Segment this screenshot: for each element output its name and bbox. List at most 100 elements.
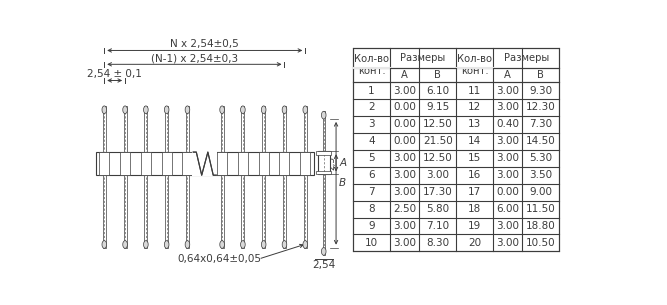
Bar [353, 48, 560, 251]
Ellipse shape [185, 106, 190, 113]
Text: 3: 3 [368, 119, 375, 129]
Bar [186, 106, 189, 152]
Text: 9.15: 9.15 [426, 102, 450, 113]
Text: 3.00: 3.00 [393, 85, 416, 95]
Text: 3.00: 3.00 [496, 170, 520, 180]
Bar [259, 152, 269, 175]
Text: 14: 14 [468, 136, 482, 146]
Text: 7.30: 7.30 [530, 119, 552, 129]
Bar [283, 175, 286, 248]
Text: A: A [401, 70, 408, 80]
Text: B: B [339, 178, 346, 188]
Text: 7: 7 [368, 187, 375, 197]
Text: 3.00: 3.00 [393, 153, 416, 163]
Bar [279, 152, 289, 175]
Bar [96, 152, 313, 175]
Ellipse shape [164, 106, 169, 113]
Ellipse shape [282, 106, 287, 113]
Text: 6: 6 [368, 170, 375, 180]
Text: 2,54: 2,54 [312, 260, 336, 270]
Text: 8.30: 8.30 [426, 238, 450, 248]
Text: 3.00: 3.00 [393, 221, 416, 231]
Ellipse shape [164, 241, 169, 248]
Text: Размеры: Размеры [504, 53, 549, 63]
Text: 2,54 ± 0,1: 2,54 ± 0,1 [87, 69, 142, 79]
Text: Кол-во
конт.: Кол-во конт. [354, 54, 389, 76]
Bar [262, 175, 265, 248]
Bar [221, 106, 223, 152]
Text: 1: 1 [368, 85, 375, 95]
Bar [303, 175, 307, 248]
Text: 9: 9 [368, 221, 375, 231]
Ellipse shape [220, 106, 224, 113]
Ellipse shape [261, 106, 266, 113]
Text: 7.10: 7.10 [426, 221, 450, 231]
Text: 17.30: 17.30 [423, 187, 453, 197]
Bar [186, 175, 189, 248]
Text: 3.00: 3.00 [496, 153, 520, 163]
Bar [99, 152, 109, 175]
Ellipse shape [321, 248, 326, 255]
Ellipse shape [123, 106, 127, 113]
Text: 12.50: 12.50 [423, 153, 453, 163]
Bar [303, 106, 307, 152]
Bar [323, 111, 325, 255]
Text: 10: 10 [365, 238, 378, 248]
Text: 14.50: 14.50 [526, 136, 556, 146]
Text: Размеры: Размеры [400, 53, 446, 63]
Text: 2: 2 [368, 102, 375, 113]
Bar [283, 106, 286, 152]
Text: 11: 11 [468, 85, 482, 95]
Text: 19: 19 [468, 221, 482, 231]
Text: 9.00: 9.00 [530, 187, 552, 197]
Ellipse shape [102, 106, 107, 113]
Ellipse shape [303, 241, 307, 248]
Bar [316, 151, 331, 155]
Text: 0,64x0,64±0,05: 0,64x0,64±0,05 [178, 254, 261, 264]
Bar [144, 106, 147, 152]
Text: N x 2,54±0,5: N x 2,54±0,5 [170, 39, 239, 49]
Ellipse shape [241, 106, 245, 113]
Text: 3.00: 3.00 [393, 238, 416, 248]
Bar [165, 106, 168, 152]
Ellipse shape [185, 241, 190, 248]
Text: 10.50: 10.50 [526, 238, 556, 248]
Text: 20: 20 [468, 238, 481, 248]
Text: 0.00: 0.00 [393, 119, 416, 129]
Text: 6.10: 6.10 [426, 85, 450, 95]
Bar [103, 175, 106, 248]
Text: 2,5: 2,5 [327, 156, 336, 170]
Text: 17: 17 [468, 187, 482, 197]
Text: 3.00: 3.00 [496, 136, 520, 146]
Ellipse shape [261, 241, 266, 248]
Bar [165, 175, 168, 248]
Text: 15: 15 [468, 153, 482, 163]
Text: 12: 12 [468, 102, 482, 113]
Bar [217, 152, 227, 175]
Text: 3.50: 3.50 [530, 170, 552, 180]
Bar [262, 106, 265, 152]
Bar [120, 152, 130, 175]
Text: 8: 8 [368, 204, 375, 214]
Ellipse shape [143, 241, 148, 248]
Bar [183, 152, 193, 175]
Text: 3.00: 3.00 [426, 170, 449, 180]
Bar [144, 175, 147, 248]
Text: 13: 13 [468, 119, 482, 129]
Text: 21.50: 21.50 [423, 136, 453, 146]
Text: A: A [504, 70, 511, 80]
Text: 3.00: 3.00 [393, 187, 416, 197]
Text: Кол-во
конт.: Кол-во конт. [457, 54, 492, 76]
Bar [316, 170, 331, 174]
Text: B: B [434, 70, 441, 80]
Text: 0.00: 0.00 [496, 187, 519, 197]
Bar [161, 152, 171, 175]
Text: 18: 18 [468, 204, 482, 214]
Text: 3.00: 3.00 [496, 85, 520, 95]
Text: 5.30: 5.30 [530, 153, 552, 163]
Bar [221, 175, 223, 248]
Bar [353, 48, 560, 82]
Bar [103, 106, 106, 152]
Text: 5: 5 [368, 153, 375, 163]
Text: 3.00: 3.00 [496, 102, 520, 113]
